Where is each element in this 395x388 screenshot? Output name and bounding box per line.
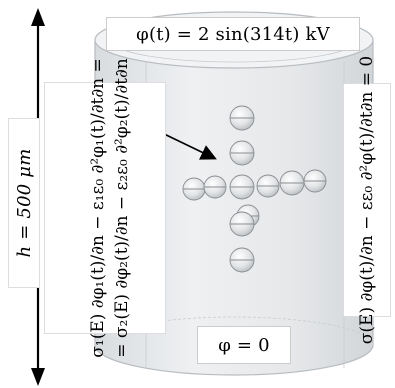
sphere bbox=[256, 174, 280, 198]
sphere-group bbox=[182, 105, 327, 273]
sphere bbox=[229, 105, 255, 131]
sphere bbox=[279, 170, 305, 196]
bottom-potential-label: φ = 0 bbox=[197, 326, 291, 364]
sphere bbox=[229, 140, 255, 166]
sphere bbox=[229, 211, 255, 237]
height-label-box bbox=[8, 118, 40, 288]
interface-equation-box bbox=[44, 82, 166, 334]
height-label: h = 500 μm bbox=[13, 148, 35, 258]
sphere bbox=[229, 174, 255, 200]
sphere bbox=[182, 177, 206, 201]
sphere bbox=[303, 169, 327, 193]
boundary-equation-box bbox=[343, 83, 391, 317]
sphere bbox=[229, 247, 255, 273]
height-arrow-bottom-head bbox=[31, 368, 45, 386]
interface-equation-line2: = σ₂(E) ∂φ₂(t)/∂n − ε₂ε₀ ∂²φ₂(t)/∂t∂n bbox=[112, 58, 132, 358]
height-arrow-top-head bbox=[31, 8, 45, 26]
top-potential-label: φ(t) = 2 sin(314t) kV bbox=[106, 17, 360, 51]
pointer-arrow bbox=[159, 131, 217, 160]
boundary-equation: σ(E) ∂φ(t)/∂n − εε₀ ∂²φ(t)/∂t∂n = 0 bbox=[357, 55, 377, 345]
sphere bbox=[203, 175, 227, 199]
